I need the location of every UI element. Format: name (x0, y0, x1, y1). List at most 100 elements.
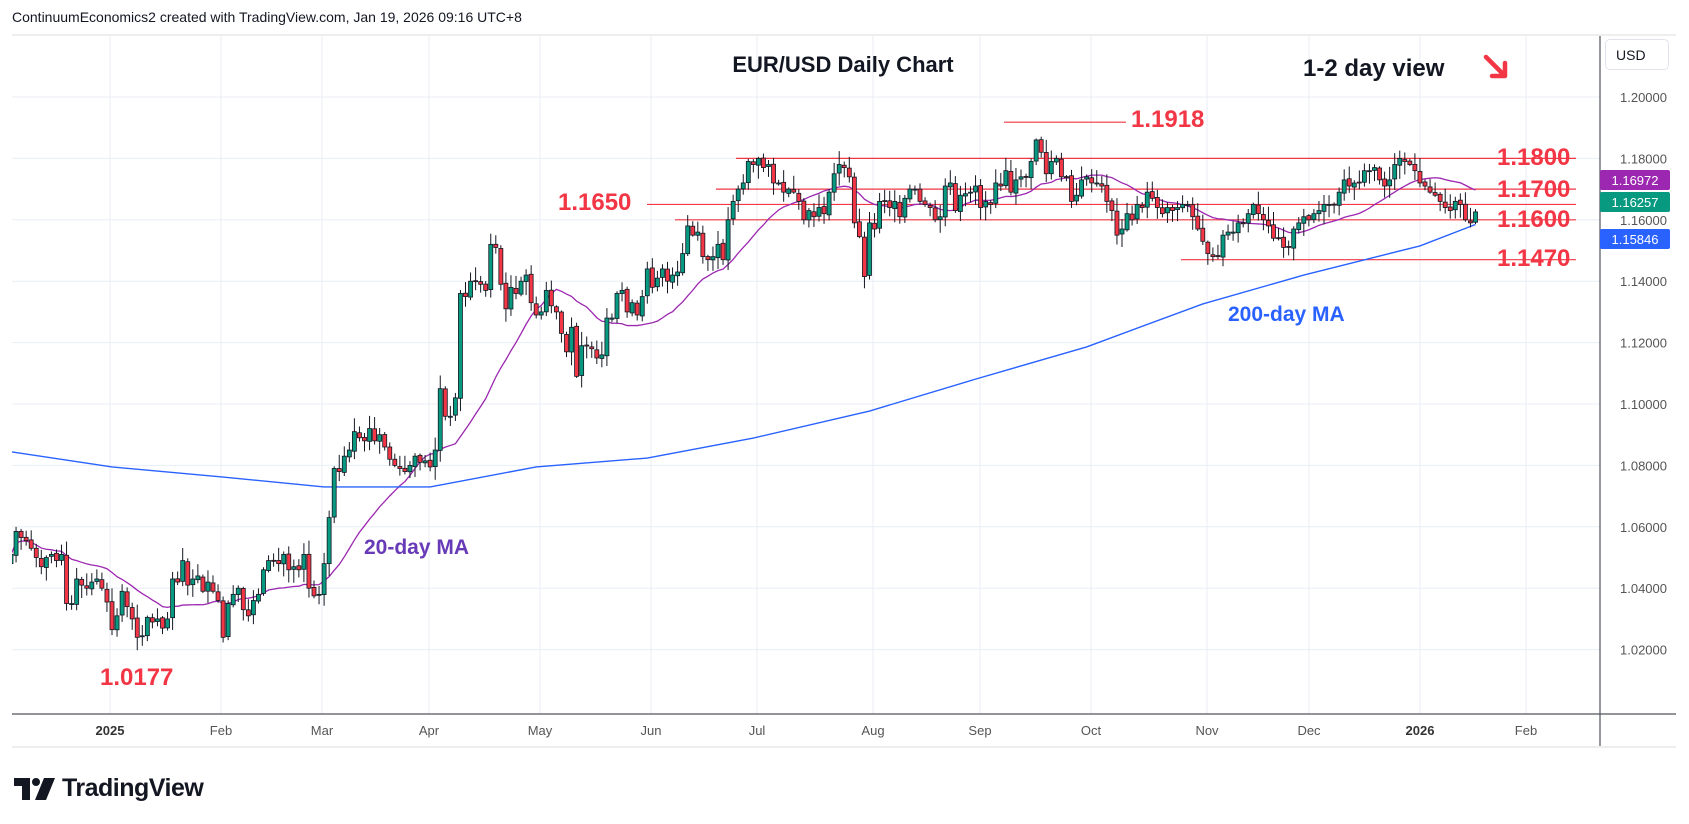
candle-body-down (589, 346, 595, 350)
candle-body-up (69, 603, 74, 605)
candle (584, 336, 590, 359)
candle-body-up (963, 193, 968, 197)
candle (417, 453, 423, 471)
y-tick-label: 1.18000 (1620, 151, 1667, 166)
candle (387, 442, 393, 466)
candle-body-down (1442, 201, 1448, 208)
candle-body-down (215, 591, 221, 601)
candle (220, 596, 226, 643)
candle-body-up (806, 210, 812, 221)
candle-body-down (1149, 191, 1155, 199)
candle-body-up (680, 253, 686, 274)
candle-body-down (1160, 207, 1165, 215)
candle (988, 199, 994, 214)
candle (1109, 198, 1115, 222)
candle-body-up (1094, 182, 1100, 185)
candle (720, 238, 726, 265)
candle-body-up (437, 388, 443, 451)
tradingview-logo[interactable]: TradingView (14, 774, 204, 803)
candle (907, 184, 913, 203)
candle-body-down (1286, 246, 1292, 248)
x-tick-label: Jul (749, 723, 766, 738)
candle (1442, 188, 1448, 214)
candle-body-down (533, 303, 539, 316)
x-tick-label: Jun (641, 723, 662, 738)
y-tick-label: 1.04000 (1620, 581, 1667, 596)
candle-body-down (1412, 163, 1418, 172)
candle-body-up (225, 603, 231, 638)
candle-body-down (761, 157, 766, 169)
candle-body-down (922, 200, 928, 205)
candle (1210, 247, 1216, 262)
candle-body-up (1225, 231, 1231, 236)
candle-body-down (276, 560, 282, 565)
candle-body-down (372, 428, 378, 442)
candle-body-down (574, 325, 579, 377)
candle (1008, 160, 1014, 196)
x-tick-label: Oct (1081, 723, 1102, 738)
candle (538, 306, 544, 320)
x-tick-label: Apr (419, 723, 440, 738)
candle-body-down (1463, 203, 1468, 221)
candle-body-down (478, 281, 484, 285)
candle-body-down (1210, 254, 1216, 258)
candle-body-up (836, 164, 842, 174)
y-tick-label: 1.20000 (1620, 90, 1667, 105)
ma20-label: 20-day MA (364, 536, 469, 559)
candle-body-down (978, 185, 983, 208)
candle (766, 160, 771, 177)
candle-body-up (730, 200, 736, 220)
candle (210, 575, 216, 594)
candle (1114, 198, 1120, 245)
candle-body-up (1018, 176, 1024, 180)
candle (629, 299, 635, 317)
candle-body-up (488, 243, 494, 291)
candle (791, 175, 797, 194)
candle-body-down (690, 225, 696, 236)
candle (54, 549, 59, 568)
candle-body-up (412, 455, 418, 467)
candle-body-down (1089, 177, 1095, 184)
candle (932, 200, 938, 223)
candle-body-up (447, 415, 453, 418)
candle (1301, 208, 1307, 236)
candle (478, 275, 484, 293)
candle-body-down (296, 565, 302, 571)
candle-body-down (442, 388, 448, 417)
candle-body-down (493, 243, 499, 248)
candle (1250, 202, 1256, 219)
candle (786, 187, 792, 198)
candle-body-up (119, 590, 125, 616)
candle-body-down (38, 557, 44, 568)
candle-body-up (94, 578, 100, 582)
candle (326, 510, 332, 577)
x-tick-label: Feb (1515, 723, 1537, 738)
chart-title: EUR/USD Daily Chart (732, 52, 954, 77)
candle (230, 585, 236, 608)
x-tick-label: Feb (210, 723, 232, 738)
candle-body-down (791, 189, 797, 193)
candle (1255, 191, 1261, 221)
candle (1079, 166, 1084, 199)
candle (670, 267, 675, 289)
candle (33, 543, 39, 568)
candle (1276, 227, 1281, 241)
candle-body-down (64, 554, 69, 604)
candle-body-up (230, 593, 236, 606)
candle (458, 289, 463, 412)
candle (1382, 171, 1387, 198)
candle-body-down (18, 530, 24, 538)
candle (447, 405, 453, 426)
candle (897, 195, 903, 224)
candle-body-up (831, 173, 837, 193)
candle-body-up (973, 185, 978, 193)
candle (291, 559, 297, 583)
candle-body-down (1215, 255, 1221, 258)
candle (1266, 206, 1271, 234)
candle (442, 386, 448, 421)
currency-button[interactable]: USD (1605, 39, 1669, 70)
candle-body-up (235, 587, 241, 595)
candle-body-down (513, 287, 519, 294)
candle-body-up (432, 449, 438, 468)
